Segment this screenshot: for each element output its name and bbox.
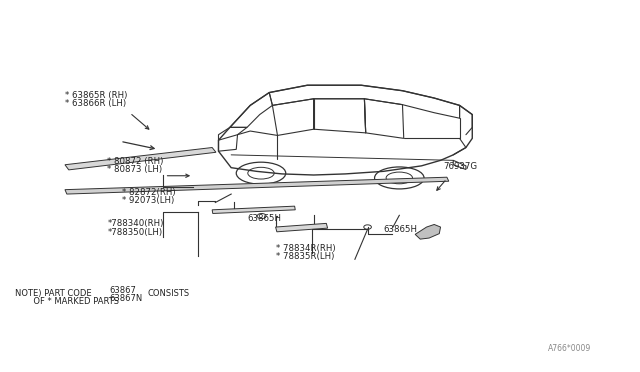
Polygon shape xyxy=(65,177,449,194)
Text: *788350(LH): *788350(LH) xyxy=(108,228,163,237)
Text: OF * MARKED PARTS: OF * MARKED PARTS xyxy=(15,297,120,306)
Text: *788340(RH): *788340(RH) xyxy=(108,219,164,228)
Text: * 80872 (RH): * 80872 (RH) xyxy=(108,157,164,166)
Text: * 92073(LH): * 92073(LH) xyxy=(122,196,174,205)
Polygon shape xyxy=(65,148,216,170)
Polygon shape xyxy=(415,224,440,239)
Text: 76937G: 76937G xyxy=(444,162,478,171)
Text: * 78835R(LH): * 78835R(LH) xyxy=(276,252,334,261)
Polygon shape xyxy=(276,223,328,232)
Polygon shape xyxy=(212,206,295,214)
Text: 63865H: 63865H xyxy=(383,225,417,234)
Text: CONSISTS: CONSISTS xyxy=(147,289,189,298)
Text: * 63866R (LH): * 63866R (LH) xyxy=(65,99,126,108)
Text: 63867N: 63867N xyxy=(109,294,143,302)
Text: NOTE) PART CODE: NOTE) PART CODE xyxy=(15,289,92,298)
Text: * 63865R (RH): * 63865R (RH) xyxy=(65,91,127,100)
Text: * 78834R(RH): * 78834R(RH) xyxy=(276,244,335,253)
Text: * 80873 (LH): * 80873 (LH) xyxy=(108,165,163,174)
Text: 63865H: 63865H xyxy=(247,214,281,223)
Text: A766*0009: A766*0009 xyxy=(548,344,591,353)
Text: 63867: 63867 xyxy=(109,286,136,295)
Text: * 82872(RH): * 82872(RH) xyxy=(122,188,175,197)
